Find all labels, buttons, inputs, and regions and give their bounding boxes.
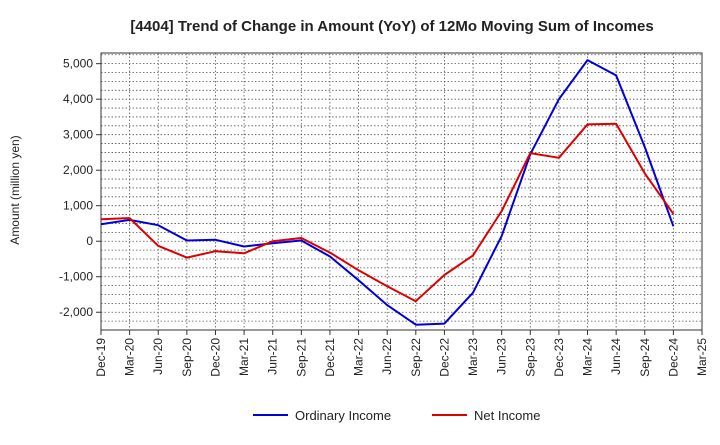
x-tick-label: Jun-20	[151, 338, 165, 375]
x-tick-label: Jun-24	[609, 338, 623, 375]
plot-border	[100, 52, 703, 331]
legend-label: Net Income	[474, 408, 540, 423]
y-tick-label: -1,000	[59, 270, 93, 284]
chart-title: [4404] Trend of Change in Amount (YoY) o…	[130, 18, 653, 35]
y-tick-label: 0	[86, 234, 93, 248]
grid-lines	[100, 53, 703, 331]
y-tick-label: -2,000	[59, 305, 93, 319]
x-tick-label: Dec-19	[94, 338, 108, 377]
x-tick-label: Mar-21	[237, 338, 251, 376]
y-axis-label: Amount (million yen)	[8, 135, 22, 244]
x-tick-label: Dec-21	[323, 338, 337, 377]
y-tick-label: 5,000	[63, 57, 93, 71]
x-tick-label: Dec-23	[552, 338, 566, 377]
x-tick-label: Sep-21	[294, 338, 308, 377]
y-tick-label: 3,000	[63, 128, 93, 142]
x-tick-label: Jun-23	[495, 338, 509, 375]
legend-label: Ordinary Income	[295, 408, 391, 423]
x-tick-label: Sep-22	[409, 338, 423, 377]
x-tick-label: Mar-23	[466, 338, 480, 376]
y-tick-label: 4,000	[63, 92, 93, 106]
y-tick-label: 1,000	[63, 199, 93, 213]
plot-area	[101, 53, 702, 330]
x-tick-label: Mar-22	[352, 338, 366, 376]
series-line-net-income	[100, 122, 675, 303]
series-lines	[100, 59, 675, 326]
y-tick-label: 2,000	[63, 163, 93, 177]
x-tick-label: Dec-20	[208, 338, 222, 377]
x-tick-label: Sep-24	[638, 338, 652, 377]
x-tick-label: Jun-22	[380, 338, 394, 375]
axes: -2,000 -1,000 0 1,000 2,000 3,000 4,000 5,000 De…	[59, 52, 709, 377]
x-tick-label: Mar-24	[581, 338, 595, 376]
x-tick-label: Sep-23	[523, 338, 537, 377]
x-tick-label: Jun-21	[266, 338, 280, 375]
x-tick-label: Dec-22	[437, 338, 451, 377]
x-tick-label: Dec-24	[666, 338, 680, 377]
legend: Ordinary Income Net Income	[253, 408, 540, 423]
x-tick-label: Mar-25	[695, 338, 709, 376]
series-line-ordinary-income	[100, 59, 675, 326]
x-tick-label: Sep-20	[180, 338, 194, 377]
x-tick-label: Mar-20	[123, 338, 137, 376]
